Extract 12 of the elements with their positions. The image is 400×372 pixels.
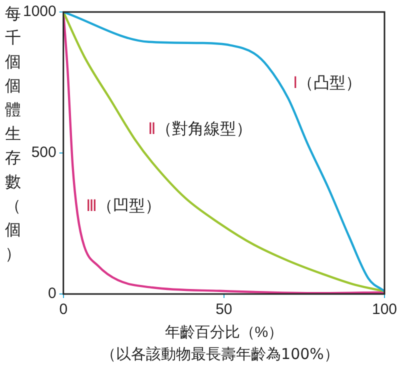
series-label: Ⅲ（凹型） [86, 196, 162, 216]
text: 每千個個體生存數（個） [5, 4, 21, 263]
x-axis-title: 年齡百分比（%） [164, 324, 284, 342]
text: （以各該動物最長壽年齡為100%） [100, 345, 340, 364]
series-label: Ⅰ（凸型） [293, 73, 362, 92]
y-tick-label: 500 [31, 144, 56, 162]
y-tick-label: 1000 [22, 3, 56, 20]
y-tick-label: 0 [48, 285, 56, 302]
x-tick-label: 100 [372, 301, 397, 318]
x-tick-label: 0 [59, 301, 68, 318]
series-label: Ⅱ（對角線型） [148, 119, 252, 138]
x-tick-label: 50 [216, 301, 232, 318]
